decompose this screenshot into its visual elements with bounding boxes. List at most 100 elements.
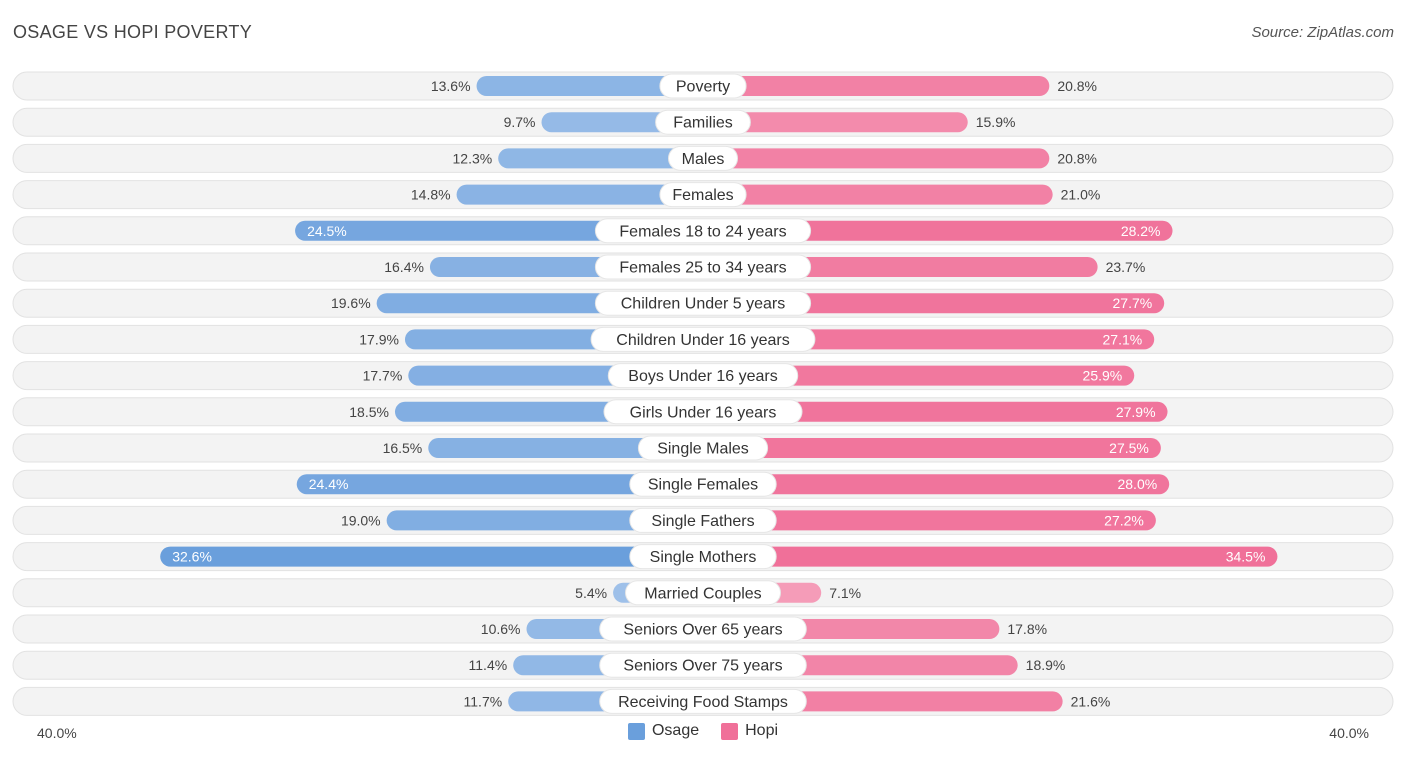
category-pill (629, 507, 777, 533)
bar-hopi (693, 438, 1161, 458)
diverging-bar-chart: 13.6% 20.8% Poverty 9.7% 15.9% Families 12.3% 2… (12, 71, 1394, 716)
category-pill (594, 218, 812, 244)
category-label: Females 18 to 24 years (619, 223, 786, 240)
value-label-osage: 24.4% (309, 476, 349, 492)
category-label: Families (673, 115, 733, 132)
category-label: Single Females (648, 477, 758, 494)
category-label: Children Under 5 years (621, 296, 786, 313)
category-pill (668, 145, 738, 171)
value-label-hopi: 27.2% (1104, 512, 1144, 528)
bar-osage (498, 148, 713, 169)
bar-hopi (693, 112, 968, 133)
source-label: Source: ZipAtlas.com (1251, 24, 1394, 41)
category-label: Seniors Over 65 years (623, 622, 782, 639)
value-label-osage: 5.4% (575, 585, 607, 601)
bar-osage (296, 474, 713, 495)
bar-hopi (693, 220, 1173, 241)
legend-swatch-osage (627, 722, 645, 740)
value-label-hopi: 20.8% (1057, 150, 1097, 166)
category-pill (599, 688, 807, 714)
value-label-osage: 17.9% (359, 331, 399, 347)
bar-hopi (693, 148, 1050, 169)
value-label-hopi: 28.2% (1121, 223, 1161, 239)
value-label-osage: 18.5% (349, 404, 389, 420)
category-pill (607, 363, 799, 389)
axis-max-label: 40.0% (1329, 725, 1369, 741)
category-pill (599, 652, 807, 678)
category-pill (629, 544, 777, 570)
category-pill (590, 326, 816, 352)
value-label-osage: 16.5% (383, 440, 423, 456)
category-pill (594, 290, 812, 316)
category-pill (625, 580, 781, 606)
bar-hopi (693, 546, 1278, 567)
value-label-osage: 24.5% (307, 223, 347, 239)
value-label-hopi: 20.8% (1057, 78, 1097, 94)
value-label-hopi: 18.9% (1026, 657, 1066, 673)
value-label-osage: 9.7% (504, 114, 536, 130)
category-pill (594, 254, 812, 280)
value-label-osage: 17.7% (363, 368, 403, 384)
chart-title: OSAGE VS HOPI POVERTY (13, 22, 253, 42)
category-label: Seniors Over 75 years (623, 658, 782, 675)
bar-hopi (693, 510, 1156, 531)
value-label-osage: 13.6% (431, 78, 471, 94)
category-pill (659, 73, 747, 99)
value-label-hopi: 27.1% (1103, 331, 1143, 347)
category-label: Children Under 16 years (616, 332, 789, 349)
category-label: Females (672, 187, 733, 204)
legend-label-osage: Osage (651, 722, 700, 739)
value-label-osage: 19.0% (341, 512, 381, 528)
legend-swatch-hopi (721, 722, 739, 740)
bar-hopi (693, 365, 1135, 386)
value-label-hopi: 15.9% (976, 114, 1016, 130)
bar-osage (160, 546, 713, 567)
value-label-hopi: 7.1% (829, 585, 861, 601)
category-label: Single Mothers (650, 549, 757, 566)
category-label: Single Fathers (651, 513, 754, 530)
value-label-osage: 10.6% (481, 621, 521, 637)
value-label-osage: 16.4% (384, 259, 424, 275)
bar-hopi (693, 184, 1053, 205)
category-label: Single Males (657, 441, 749, 458)
value-label-hopi: 21.6% (1071, 693, 1111, 709)
value-label-osage: 14.8% (411, 187, 451, 203)
category-label: Boys Under 16 years (628, 368, 777, 385)
legend: Osage Hopi (0, 722, 1406, 740)
axis-min-label: 40.0% (37, 725, 77, 741)
legend-item-hopi[interactable]: Hopi (721, 722, 778, 740)
category-pill (629, 471, 777, 497)
bar-hopi (693, 474, 1170, 495)
legend-label-hopi: Hopi (745, 722, 779, 739)
value-label-hopi: 23.7% (1106, 259, 1146, 275)
value-label-hopi: 27.7% (1113, 295, 1153, 311)
bar-osage (456, 184, 713, 205)
value-label-hopi: 21.0% (1061, 187, 1101, 203)
bar-hopi (693, 76, 1050, 96)
bar-osage (476, 76, 713, 96)
value-label-osage: 11.4% (469, 657, 508, 673)
category-label: Girls Under 16 years (630, 404, 777, 421)
category-pill (637, 435, 769, 461)
value-label-hopi: 28.0% (1117, 476, 1157, 492)
value-label-hopi: 27.5% (1109, 440, 1149, 456)
category-pill (655, 109, 751, 135)
value-label-osage: 19.6% (331, 295, 371, 311)
value-label-hopi: 25.9% (1083, 368, 1123, 384)
category-pill (599, 616, 807, 642)
category-label: Poverty (676, 79, 730, 96)
category-label: Receiving Food Stamps (618, 694, 788, 711)
value-label-hopi: 27.9% (1116, 404, 1156, 420)
value-label-osage: 12.3% (453, 150, 493, 166)
value-label-osage: 32.6% (172, 549, 212, 565)
category-pill (659, 182, 747, 208)
legend-item-osage[interactable]: Osage (627, 722, 700, 740)
category-pill (603, 399, 803, 425)
category-label: Females 25 to 34 years (619, 260, 786, 277)
category-label: Males (682, 151, 725, 168)
value-label-hopi: 34.5% (1226, 549, 1266, 565)
bar-hopi (693, 293, 1165, 314)
bar-hopi (693, 401, 1168, 422)
value-label-osage: 11.7% (464, 693, 503, 709)
value-label-hopi: 17.8% (1007, 621, 1047, 637)
